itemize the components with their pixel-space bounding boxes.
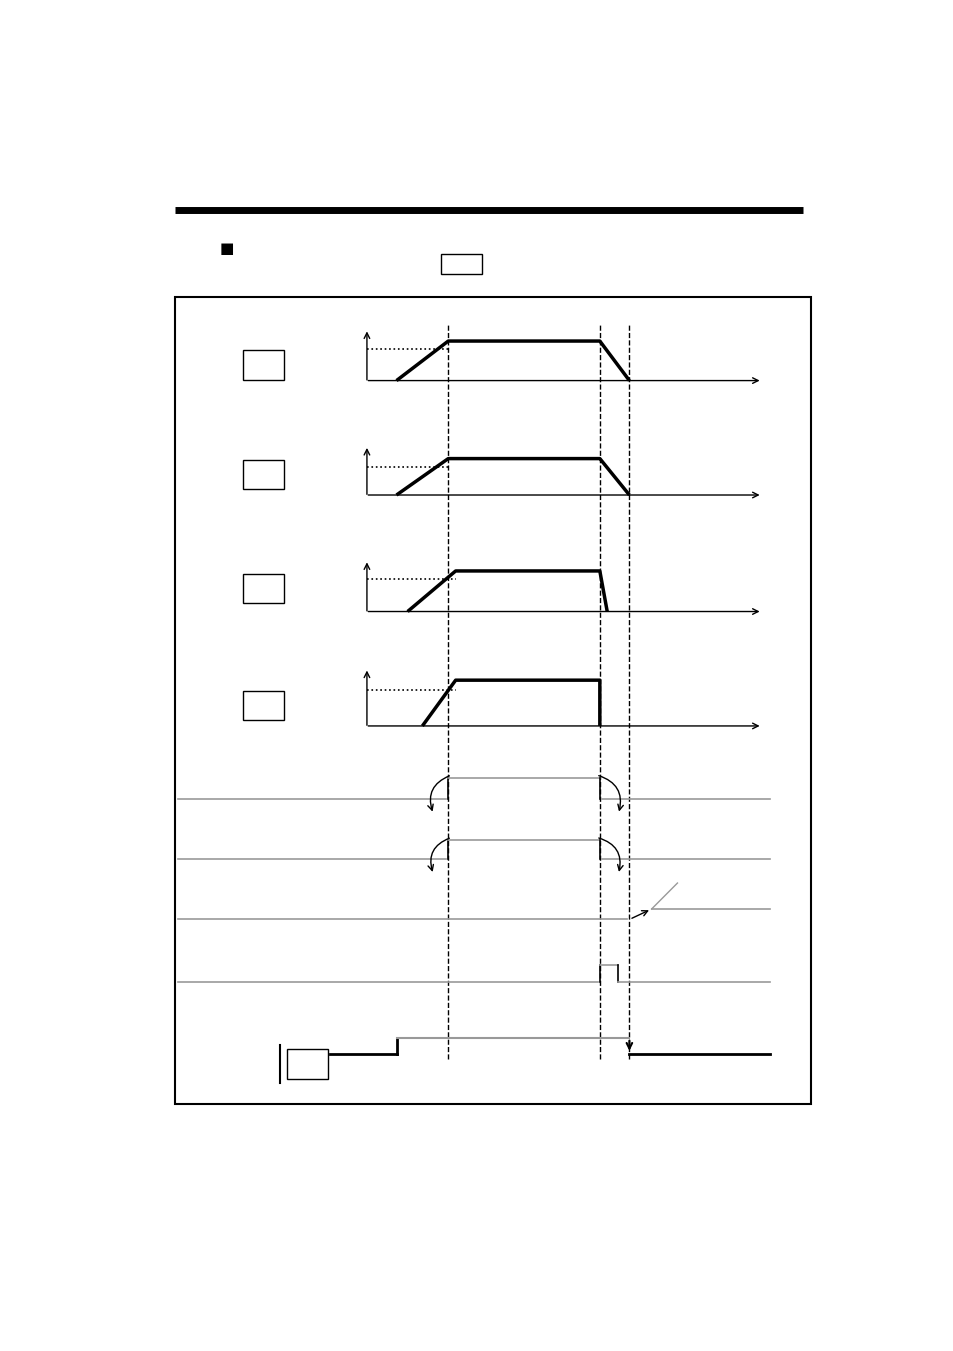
Bar: [243, 574, 283, 603]
Bar: [440, 254, 481, 274]
Bar: [174, 297, 810, 1104]
Bar: [243, 459, 283, 489]
Bar: [287, 1050, 328, 1078]
Bar: [243, 690, 283, 720]
Text: ■: ■: [219, 240, 233, 255]
Bar: [243, 350, 283, 380]
